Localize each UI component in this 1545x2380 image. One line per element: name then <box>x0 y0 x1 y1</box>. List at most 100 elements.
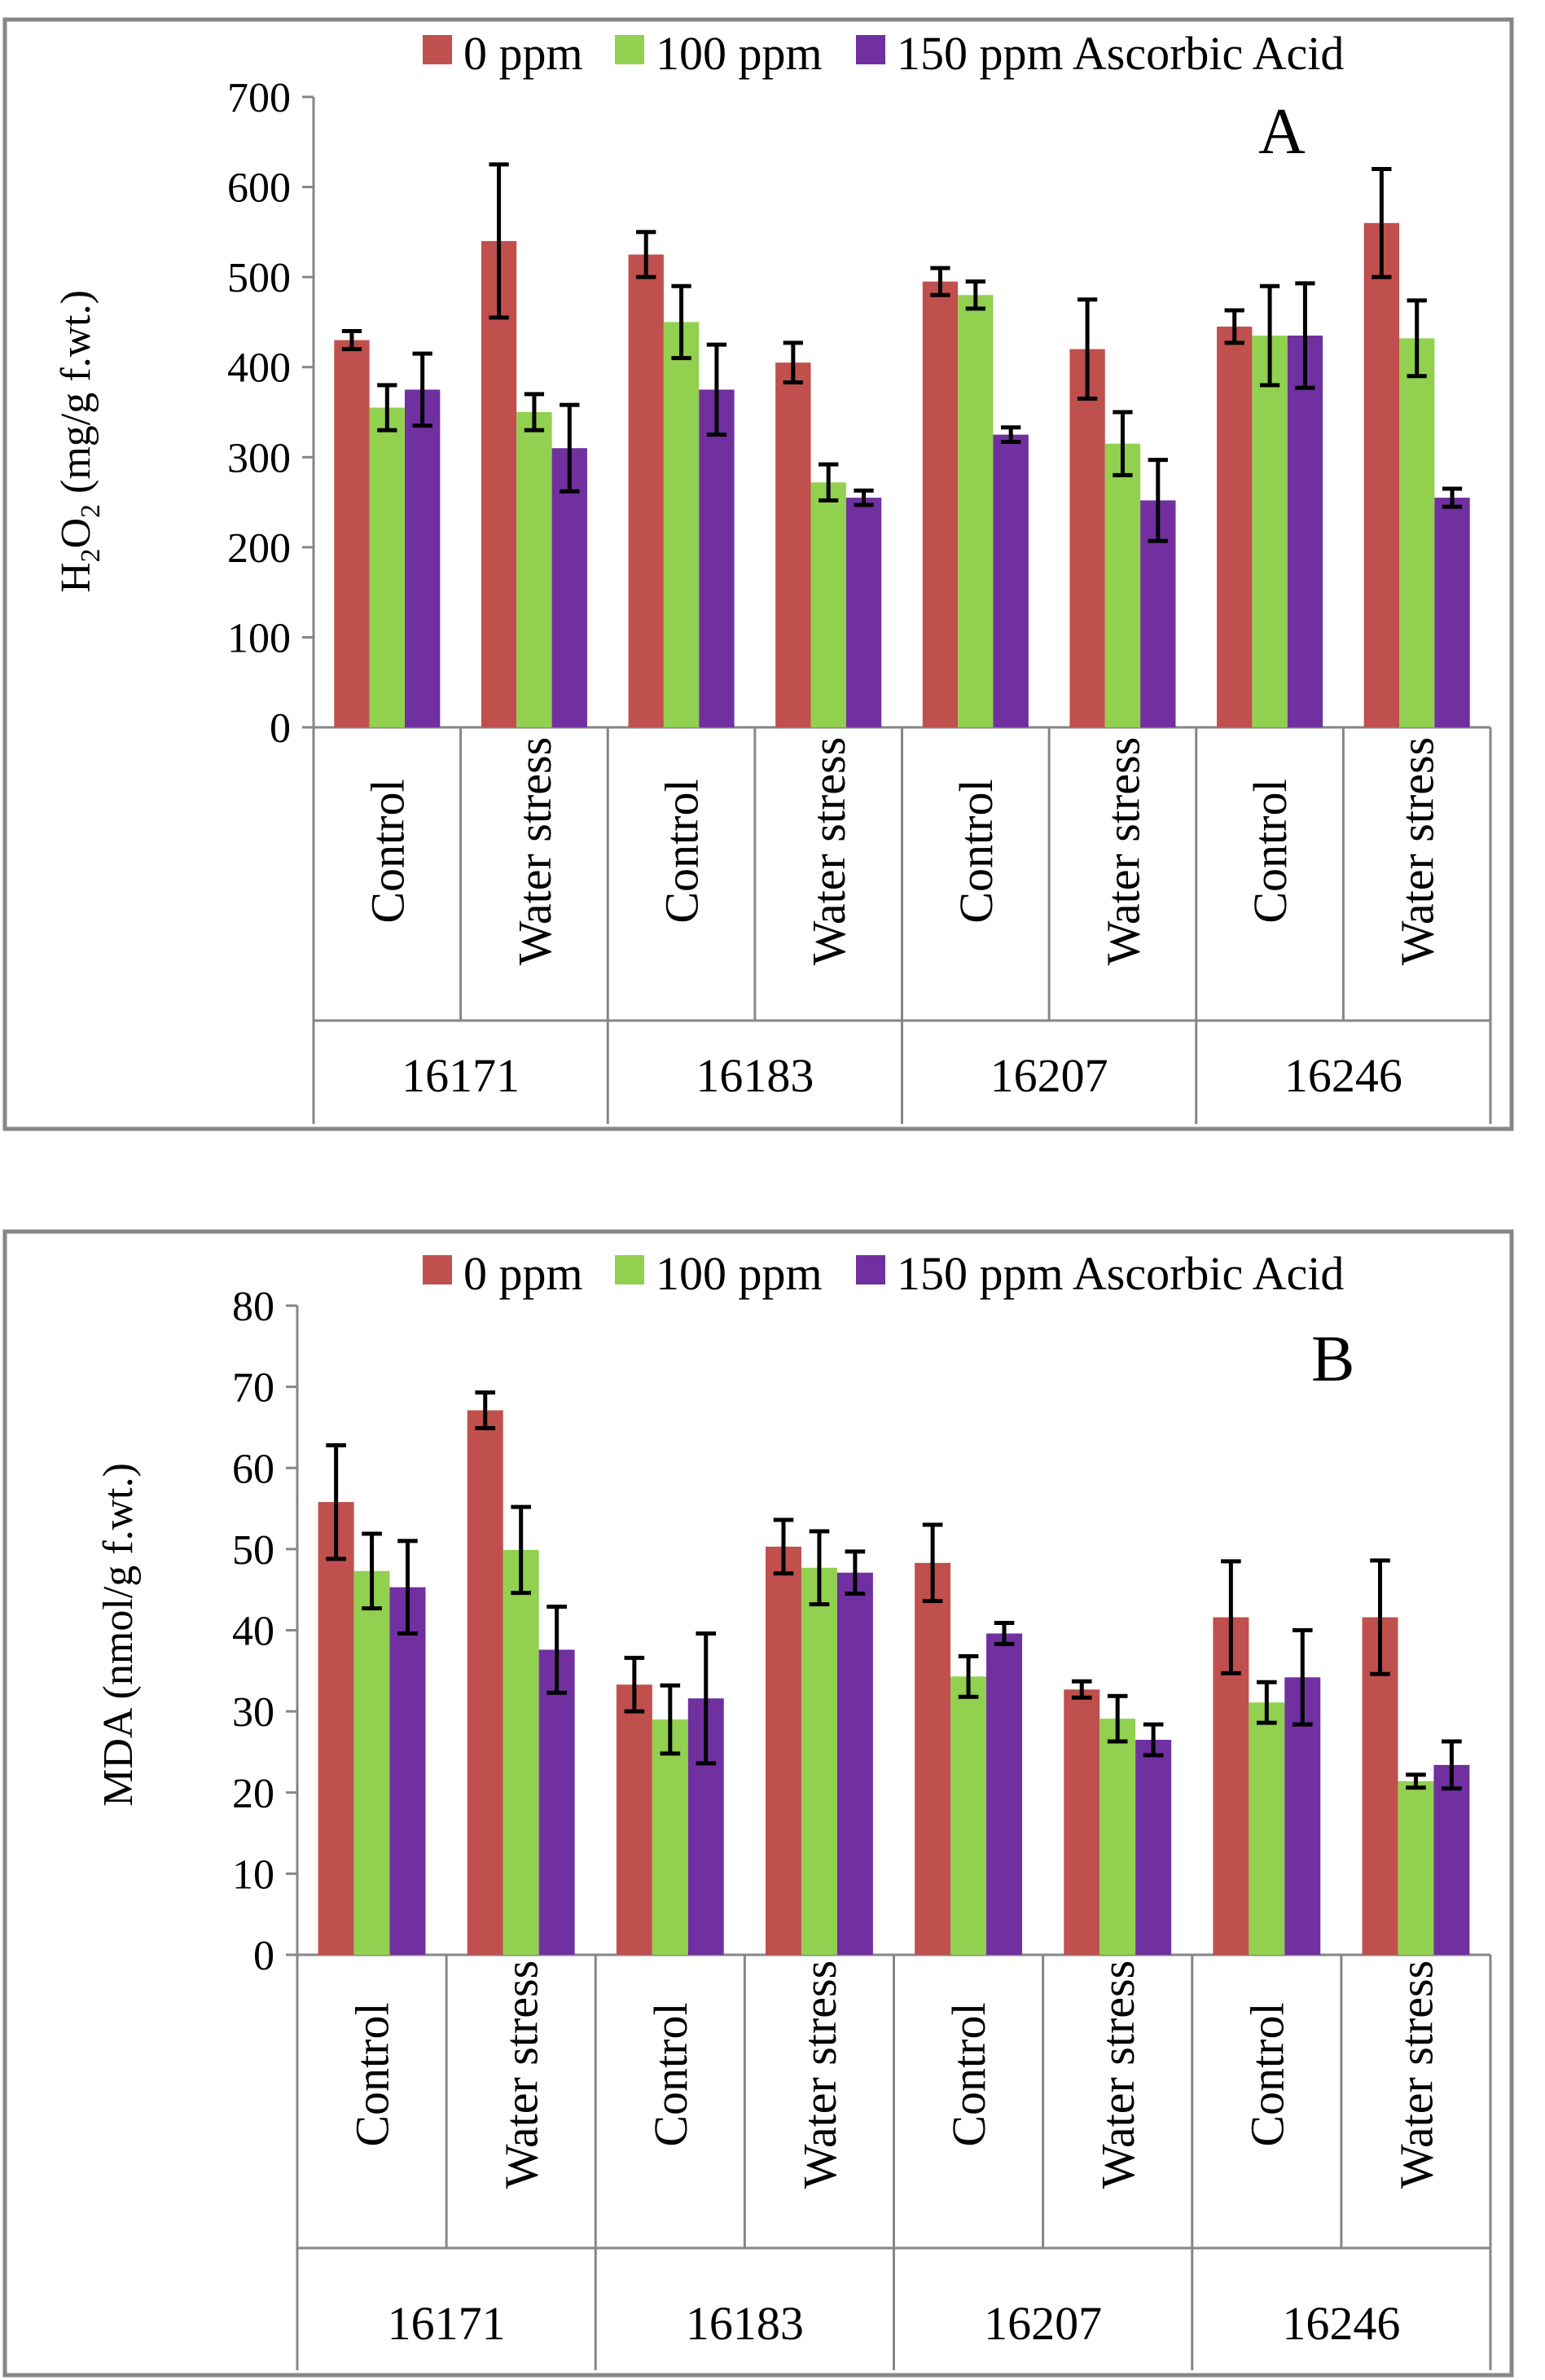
bar <box>810 482 846 727</box>
x-group-label: 16171 <box>388 2297 506 2350</box>
y-tick-label: 20 <box>232 1771 274 1817</box>
x-group-label: 16246 <box>1282 2297 1400 2350</box>
x-category-label: Control <box>1244 779 1297 923</box>
legend-label: 100 ppm <box>656 27 823 80</box>
bar <box>663 322 700 727</box>
y-tick-label: 10 <box>232 1851 274 1898</box>
y-tick-label: 100 <box>227 615 291 661</box>
bar <box>915 1562 951 1955</box>
bar <box>551 448 587 727</box>
bar <box>369 407 405 727</box>
x-category-label: Water stress <box>1389 1961 1442 2189</box>
legend-label: 150 ppm Ascorbic Acid <box>897 27 1344 80</box>
mda-chart-panel: 0 10 20 30 40 50 60 70 80 Control Water stress Cont… <box>0 1222 1545 2380</box>
bar <box>1249 1702 1285 1955</box>
y-tick-label: 600 <box>227 165 291 212</box>
x-category-label: Water stress <box>1391 737 1444 965</box>
bar <box>993 434 1029 727</box>
bar <box>775 362 811 727</box>
bar <box>652 1719 688 1955</box>
bar <box>404 389 441 727</box>
bar <box>334 340 370 727</box>
x-group-label: 16207 <box>990 1049 1108 1102</box>
bar <box>616 1684 652 1955</box>
panel-letter: B <box>1311 1324 1354 1395</box>
y-axis-label: MDA (nmol/g f.wt.) <box>95 1463 142 1807</box>
y-tick-label: 80 <box>232 1284 274 1330</box>
bar <box>1363 222 1400 727</box>
y-tick-label: 70 <box>232 1365 274 1412</box>
y-tick-label: 40 <box>232 1609 274 1655</box>
bar <box>1252 336 1288 727</box>
y-tick-label: 50 <box>232 1527 274 1574</box>
x-category-label: Water stress <box>508 737 561 965</box>
bar <box>699 389 735 727</box>
mda-chart: 0 10 20 30 40 50 60 70 80 Control Water stress Cont… <box>2 1229 1514 2378</box>
y-tick-label: 500 <box>227 255 291 301</box>
bar <box>353 1570 390 1955</box>
x-group-label: 16183 <box>696 1049 814 1102</box>
y-tick-label: 30 <box>232 1689 274 1736</box>
bar <box>1069 349 1105 727</box>
y-tick-label: 200 <box>227 525 291 572</box>
bar <box>1287 336 1323 727</box>
x-category-label: Control <box>361 779 414 923</box>
bar <box>503 1549 539 1955</box>
x-group-label: 16171 <box>402 1049 520 1102</box>
legend-label: 150 ppm Ascorbic Acid <box>897 1247 1344 1300</box>
y-axis-label: H2O2 (mg/g f.wt.) <box>53 290 106 593</box>
bar <box>389 1587 426 1955</box>
x-category-label: Water stress <box>1091 1961 1144 2189</box>
bar <box>1135 1739 1172 1955</box>
chart-border <box>2 1229 1514 2378</box>
y-axis-label-subscript: 2 <box>76 548 106 562</box>
legend-label: 0 ppm <box>463 1247 583 1300</box>
y-axis-label-part: H <box>53 562 99 593</box>
y-tick-label: 60 <box>232 1446 274 1492</box>
bar <box>1399 338 1435 727</box>
x-category-label: Control <box>346 2002 399 2146</box>
legend-swatch <box>615 35 644 64</box>
bar <box>958 295 994 727</box>
x-category-label: Control <box>1240 2002 1293 2146</box>
h2o2-chart: 0 100 200 300 400 500 600 700 Control Water stres… <box>2 17 1514 1131</box>
legend-swatch <box>615 1255 644 1284</box>
y-tick-label: 400 <box>227 345 291 392</box>
bar <box>1104 443 1141 727</box>
bar <box>1217 326 1253 727</box>
x-category-label: Water stress <box>802 737 855 965</box>
bar <box>1099 1719 1136 1955</box>
h2o2-chart-panel: 0 100 200 300 400 500 600 700 Control Water stres… <box>0 0 1545 1148</box>
legend-swatch <box>856 35 885 64</box>
legend-swatch <box>423 35 452 64</box>
y-axis-label-part: O <box>53 518 99 549</box>
legend-label: 100 ppm <box>656 1247 823 1300</box>
x-group-label: 16246 <box>1284 1049 1402 1102</box>
y-axis-label-part: (mg/g f.wt.) <box>53 290 99 504</box>
x-category-label: Water stress <box>495 1961 548 2189</box>
chart-border <box>2 17 1514 1131</box>
y-tick-label: 700 <box>227 75 291 121</box>
bar <box>986 1633 1022 1955</box>
bar <box>845 498 882 727</box>
legend-swatch <box>856 1255 885 1284</box>
bar <box>1064 1689 1100 1955</box>
x-group-label: 16183 <box>686 2297 804 2350</box>
bar <box>318 1502 354 1955</box>
legend-label: 0 ppm <box>463 27 583 80</box>
legend-swatch <box>423 1255 452 1284</box>
bar <box>801 1567 837 1955</box>
x-category-label: Water stress <box>1096 737 1149 965</box>
bar <box>766 1546 801 1955</box>
bar <box>1433 1764 1470 1955</box>
bar <box>467 1410 503 1955</box>
y-tick-label: 0 <box>270 705 291 752</box>
bar <box>628 254 664 727</box>
panel-letter: A <box>1258 96 1306 168</box>
x-category-label: Water stress <box>793 1961 846 2189</box>
bar <box>1398 1781 1434 1955</box>
bar <box>538 1649 575 1955</box>
bar <box>481 240 517 727</box>
bar <box>516 412 552 727</box>
bar <box>922 281 959 728</box>
